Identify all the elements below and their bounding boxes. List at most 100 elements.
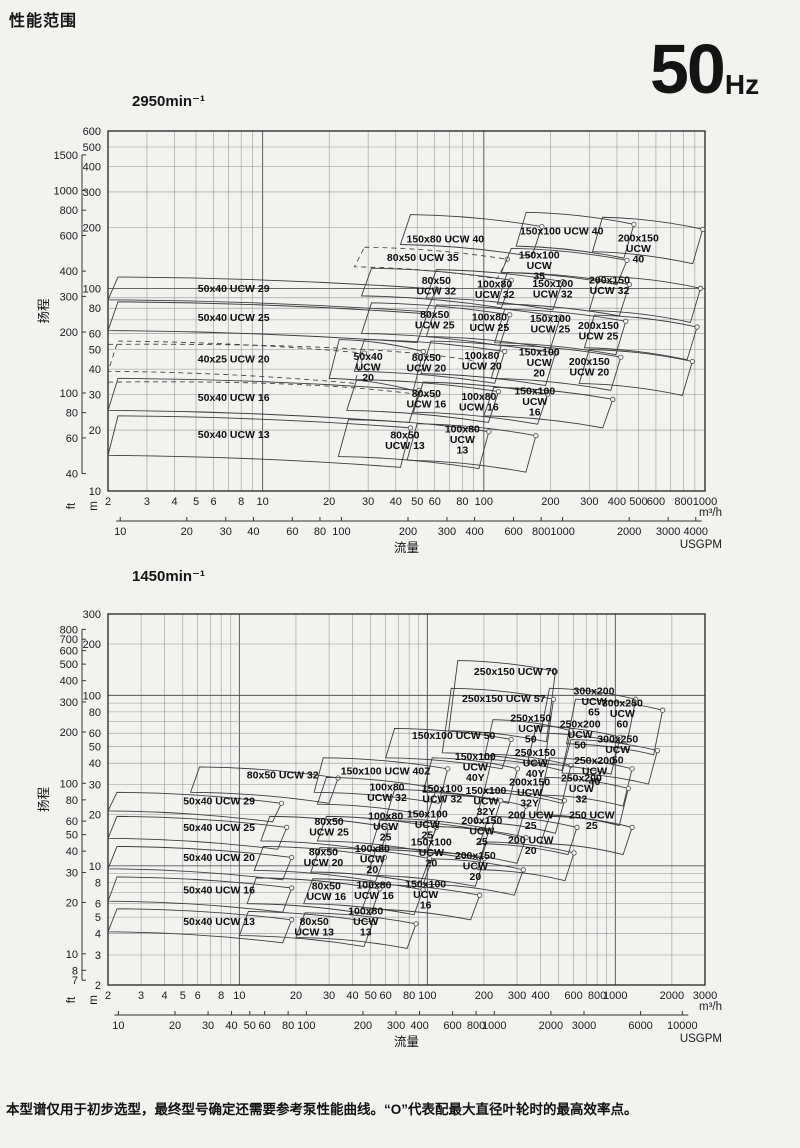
model-label: UCW: [463, 761, 488, 773]
model-label: 150x100 UCW 50: [412, 730, 496, 742]
bep-marker: [424, 311, 430, 317]
bep-marker: [289, 885, 295, 891]
model-region: [565, 698, 664, 756]
model-label: UCW: [582, 765, 607, 777]
model-region: [107, 791, 283, 823]
model-label: UCW: [610, 708, 635, 720]
y-tick-m: 80: [89, 303, 101, 315]
model-label: 150x100: [407, 808, 448, 820]
y-tick-ft: 400: [60, 676, 78, 688]
y-tick-m: 20: [89, 425, 101, 437]
bep-marker: [413, 921, 419, 927]
model-label: 13: [457, 444, 469, 456]
y-tick-m: 50: [89, 742, 101, 754]
model-label: 250x150: [510, 712, 551, 724]
model-label: UCW 25: [579, 330, 619, 342]
model-region: [535, 776, 629, 827]
x-tick-usgpm: 100: [297, 1020, 315, 1032]
y-tick-ft: 400: [60, 266, 78, 278]
model-label: 16: [529, 407, 541, 419]
dashed-curve: [107, 381, 438, 398]
model-label: UCW 32: [416, 286, 456, 298]
bep-marker: [420, 348, 426, 355]
y-unit-ft: ft: [66, 996, 78, 1003]
model-label: 80x50: [412, 352, 441, 364]
y-tick-m: 6: [95, 899, 101, 911]
bep-marker: [445, 766, 451, 772]
model-label: 250x150: [515, 747, 556, 759]
model-label: 50: [574, 739, 586, 751]
y-tick-m: 300: [83, 187, 101, 199]
model-label: 80x50 UCW 32: [247, 770, 319, 782]
model-region: [399, 214, 543, 258]
model-label: 32: [576, 793, 588, 805]
model-label: 40Y: [466, 772, 485, 784]
x-tick-usgpm: 20: [169, 1020, 181, 1032]
bep-marker: [486, 429, 492, 435]
model-region: [422, 858, 524, 896]
x-tick-m3h: 800: [674, 496, 692, 508]
y-tick-ft: 40: [66, 469, 78, 481]
model-label: 50: [525, 733, 537, 745]
model-label: UCW 13: [385, 440, 425, 452]
model-label: 20: [362, 372, 374, 384]
bep-marker: [477, 892, 483, 898]
x-tick-m3h: 600: [647, 496, 665, 508]
bep-marker: [284, 824, 290, 830]
model-label: 16: [420, 899, 432, 911]
model-label: 60: [617, 719, 629, 731]
x-tick-m3h: 10: [256, 496, 268, 508]
plot-frame: [107, 613, 706, 986]
model-label: 200x150: [589, 274, 630, 286]
model-region: [107, 815, 288, 850]
model-label: 50: [612, 755, 624, 767]
model-label: 100x80: [355, 843, 390, 855]
x-tick-m3h: 2000: [660, 990, 684, 1002]
model-label: 50x40 UCW 13: [183, 916, 255, 928]
model-label: UCW: [518, 723, 543, 735]
bep-marker: [420, 887, 426, 893]
model-region: [366, 847, 485, 887]
y-tick-m: 4: [95, 929, 101, 941]
x-tick-m3h: 400: [608, 496, 626, 508]
model-label: 32Y: [477, 806, 496, 818]
model-region: [107, 276, 438, 313]
y-axis-title: 扬程: [36, 298, 51, 324]
model-label: UCW: [450, 434, 475, 446]
model-region: [483, 754, 572, 804]
x-tick-usgpm: 300: [387, 1020, 405, 1032]
model-label: 80x50: [314, 816, 343, 828]
x-tick-m3h: 2: [105, 990, 111, 1002]
bep-marker: [433, 286, 439, 292]
plot-frame: [107, 130, 706, 492]
model-label: 65: [588, 707, 600, 719]
x-tick-m3h: 3: [144, 496, 150, 508]
model-region: [253, 845, 386, 882]
x-unit-usgpm: USGPM: [680, 1033, 722, 1045]
model-label: 150x100: [519, 347, 560, 359]
y-tick-ft: 30: [66, 867, 78, 879]
x-tick-usgpm: 100: [332, 526, 350, 538]
model-region: [360, 267, 512, 309]
model-region: [526, 725, 621, 775]
model-label: 150x100: [530, 313, 571, 325]
y-tick-ft: 7: [72, 975, 78, 987]
x-tick-usgpm: 10: [114, 526, 126, 538]
model-label: 25: [586, 820, 598, 832]
x-tick-usgpm: 30: [220, 526, 232, 538]
chart-1450: 50x40 UCW 29 50x40 UCW 25 50x40 UCW 20 50x4…: [36, 609, 722, 1049]
bep-marker: [361, 350, 367, 356]
x-tick-m3h: 100: [418, 990, 436, 1002]
model-region: [420, 340, 557, 387]
model-region: [425, 304, 561, 349]
model-label: 100x80: [445, 423, 480, 435]
model-label: UCW: [415, 819, 440, 831]
model-region: [561, 739, 658, 785]
y-tick-ft: 8: [72, 965, 78, 977]
x-tick-usgpm: 400: [465, 526, 483, 538]
model-label: 50x40 UCW 25: [183, 822, 255, 834]
x-tick-usgpm: 40: [247, 526, 259, 538]
model-label: 150x100: [514, 386, 555, 398]
model-region: [479, 815, 578, 856]
model-label: 300x200: [574, 686, 615, 698]
